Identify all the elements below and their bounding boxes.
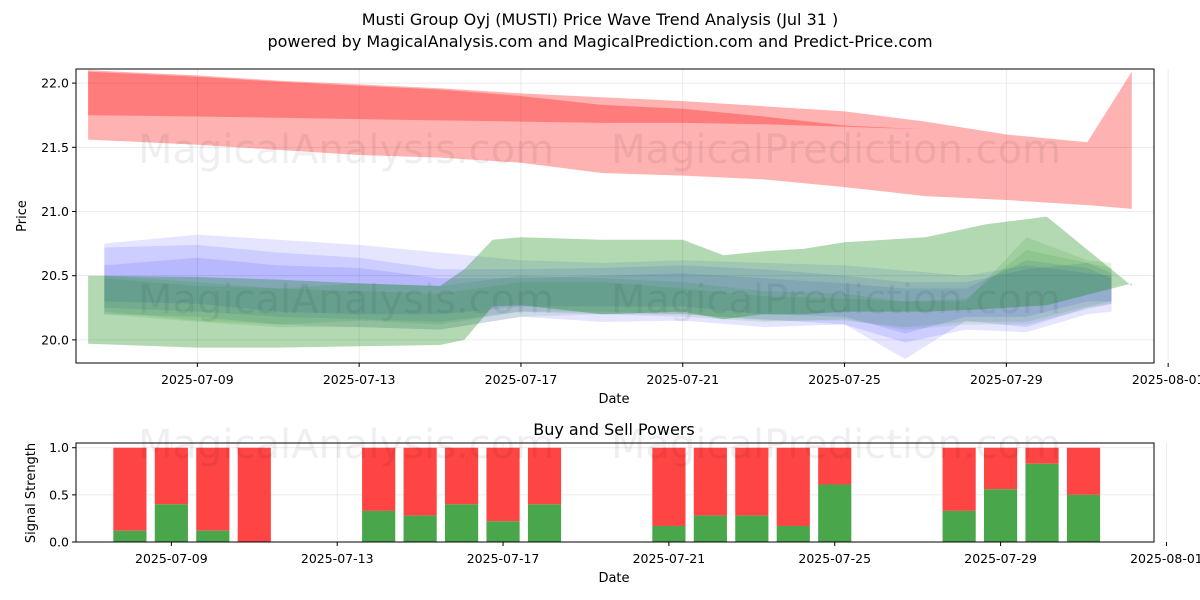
sell-power-bar	[486, 447, 520, 522]
sell-power-bar	[984, 447, 1018, 490]
signal-y-tick-label: 0.5	[49, 487, 69, 502]
main-x-ticks: 2025-07-09 2025-07-13 2025-07-17 2025-07-21…	[161, 363, 1200, 387]
main-y-axis-label: Price	[15, 200, 30, 232]
buy-power-bar	[693, 515, 727, 542]
sell-power-bar	[693, 447, 727, 516]
wave-band	[104, 237, 1112, 330]
main-x-tick-label: 2025-07-29	[970, 372, 1043, 387]
wave-band	[104, 244, 1112, 360]
signal-bars	[113, 447, 1101, 542]
sell-power-bar	[942, 447, 976, 511]
wave-band	[88, 71, 1132, 141]
main-wave-bands	[88, 70, 1132, 360]
main-y-tick-label: 20.5	[41, 268, 69, 283]
wave-band	[104, 250, 1112, 328]
main-plot-frame	[75, 68, 1155, 364]
sell-power-bar	[776, 447, 810, 526]
signal-x-tick-label: 2025-07-29	[964, 551, 1037, 566]
signal-x-tick-label: 2025-07-17	[467, 551, 540, 566]
wave-band	[88, 216, 1132, 348]
main-y-tick-label: 22.0	[41, 76, 69, 91]
main-x-tick-label: 2025-07-21	[646, 372, 719, 387]
buy-power-bar	[1066, 494, 1101, 542]
buy-power-bar	[776, 525, 810, 542]
buy-power-bar	[154, 504, 188, 542]
chart-title: Musti Group Oyj (MUSTI) Price Wave Trend…	[362, 10, 839, 29]
main-x-tick-label: 2025-07-09	[161, 372, 234, 387]
watermark-left-3: MagicalAnalysis.com	[138, 422, 554, 468]
sell-power-bar	[362, 447, 396, 511]
buy-power-bar	[818, 484, 852, 542]
signal-x-tick-label: 2025-07-13	[301, 551, 374, 566]
buy-power-bar	[196, 530, 230, 542]
sell-power-bar	[154, 447, 188, 505]
sell-power-bar	[445, 447, 479, 505]
sell-power-bar	[527, 447, 562, 505]
main-y-tick-label: 20.0	[41, 332, 69, 347]
buy-power-bar	[1025, 463, 1059, 542]
signal-x-tick-label: 2025-07-09	[135, 551, 208, 566]
main-grid	[76, 69, 1169, 363]
buy-power-bar	[486, 521, 520, 542]
signal-y-ticks: 0.0 0.5 1.0	[49, 440, 76, 550]
wave-band	[104, 257, 1112, 334]
main-y-tick-label: 21.5	[41, 140, 69, 155]
watermark-right-2: MagicalPrediction.com	[611, 277, 1061, 323]
sell-power-bar	[652, 447, 686, 526]
sell-power-bar	[196, 447, 230, 531]
signal-y-axis-label: Signal Strength	[24, 443, 39, 543]
signal-x-tick-label: 2025-07-25	[798, 551, 871, 566]
signal-x-axis-label: Date	[598, 571, 629, 586]
watermark-left: MagicalAnalysis.com	[138, 127, 554, 173]
buy-power-bar	[403, 515, 437, 542]
sell-power-bar	[818, 447, 852, 485]
main-x-tick-label: 2025-08-01	[1132, 372, 1200, 387]
watermark-left-2: MagicalAnalysis.com	[138, 277, 554, 323]
main-x-tick-label: 2025-07-13	[323, 372, 396, 387]
buy-power-bar	[984, 489, 1018, 542]
main-y-tick-label: 21.0	[41, 204, 69, 219]
sell-power-bar	[113, 447, 147, 531]
main-x-axis-label: Date	[598, 392, 629, 407]
buy-power-bar	[942, 510, 976, 542]
buy-power-bar	[527, 504, 562, 542]
buy-power-bar	[445, 504, 479, 542]
signal-y-tick-label: 0.0	[49, 535, 69, 550]
buy-power-bar	[652, 525, 686, 542]
main-y-ticks: 20.0 20.5 21.0 21.5 22.0	[41, 76, 76, 347]
signal-x-tick-label: 2025-07-21	[633, 551, 706, 566]
watermark-right: MagicalPrediction.com	[611, 127, 1061, 173]
sell-power-bar	[735, 447, 769, 516]
signal-x-ticks: 2025-07-09 2025-07-13 2025-07-17 2025-07-21…	[135, 542, 1200, 566]
buy-power-bar	[113, 530, 147, 542]
watermark-right-3: MagicalPrediction.com	[611, 422, 1061, 468]
sell-power-bar	[1025, 447, 1059, 464]
sell-power-bar	[403, 447, 437, 516]
sell-power-bar	[237, 447, 271, 542]
signal-plot-frame	[75, 442, 1155, 543]
price-wave-chart: MagicalAnalysis.com MagicalPrediction.co…	[15, 68, 1200, 407]
wave-band	[88, 70, 1132, 209]
signal-chart-title: Buy and Sell Powers	[533, 420, 695, 439]
buy-power-bar	[362, 510, 396, 542]
sell-power-bar	[1066, 447, 1101, 495]
signal-y-tick-label: 1.0	[49, 440, 69, 455]
chart-subtitle: powered by MagicalAnalysis.com and Magic…	[267, 32, 932, 51]
main-x-tick-label: 2025-07-17	[485, 372, 558, 387]
signal-x-tick-label: 2025-08-01	[1130, 551, 1200, 566]
buy-power-bar	[735, 515, 769, 542]
main-x-tick-label: 2025-07-25	[808, 372, 881, 387]
wave-band	[104, 234, 1112, 343]
buy-sell-power-chart: Buy and Sell Powers MagicalAnalysis.com …	[24, 420, 1200, 586]
